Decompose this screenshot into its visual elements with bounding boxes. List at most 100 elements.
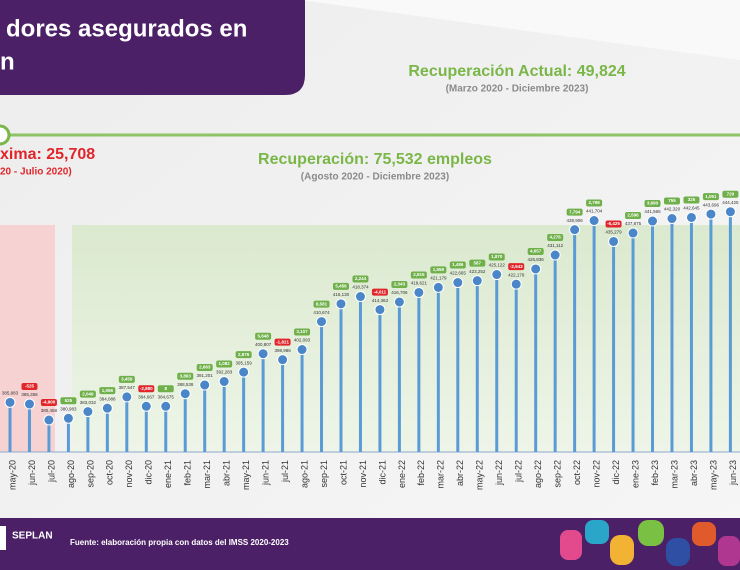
value-label: 400,807 <box>255 342 272 347</box>
x-tick-label: ago-21 <box>299 460 309 488</box>
value-label: 383,032 <box>80 400 97 405</box>
header-box <box>0 0 305 95</box>
value-label: 384,088 <box>99 396 116 401</box>
change-label: 2,798 <box>588 200 600 205</box>
value-label: 392,283 <box>216 370 233 375</box>
dot <box>666 213 678 225</box>
change-badge <box>177 372 194 380</box>
dot <box>277 354 289 366</box>
change-label: 3,863 <box>180 373 192 378</box>
x-tick-label: jul-20 <box>46 460 56 483</box>
x-tick-label: jul-21 <box>280 460 290 483</box>
value-label: 385,358 <box>21 392 38 397</box>
value-label: 423,252 <box>469 269 486 274</box>
value-label: 380,983 <box>60 406 77 411</box>
dot <box>238 366 250 378</box>
value-label: 385,883 <box>2 391 19 396</box>
change-label: 1,486 <box>452 262 464 267</box>
dot <box>316 316 328 328</box>
x-tick-label: ene-21 <box>163 460 173 488</box>
change-label: 325 <box>688 197 696 202</box>
value-label: 416,130 <box>333 292 350 297</box>
change-badge <box>332 282 349 290</box>
dot <box>257 348 269 360</box>
dot <box>354 291 366 303</box>
value-label: 410,674 <box>313 310 330 315</box>
annotation-sub: (Agosto 2020 - Diciembre 2023) <box>301 172 449 183</box>
value-label: 438,906 <box>566 218 583 223</box>
dot <box>374 304 386 316</box>
change-badge <box>605 220 622 228</box>
x-tick-label: ene-22 <box>397 460 407 488</box>
change-label: 8,581 <box>316 301 328 306</box>
change-badge <box>702 193 719 201</box>
value-label: 419,621 <box>411 281 428 286</box>
dot <box>432 281 444 293</box>
x-tick-label: mar-23 <box>669 460 679 489</box>
dot <box>296 344 308 356</box>
change-label: -525 <box>25 384 35 389</box>
x-tick-label: oct-22 <box>572 460 582 485</box>
dot <box>62 412 74 424</box>
annotation: Recuperación: 75,532 empleos <box>258 151 492 168</box>
change-label: -1,821 <box>276 339 289 344</box>
logo-mark <box>0 526 6 550</box>
value-label: 384,667 <box>138 394 155 399</box>
dot <box>685 211 697 223</box>
value-label: 422,665 <box>450 271 467 276</box>
value-label: 431,112 <box>547 243 563 248</box>
annotation: xima: 25,708 <box>0 146 95 163</box>
value-label: 384,675 <box>158 394 175 399</box>
x-tick-label: nov-21 <box>358 460 368 488</box>
x-tick-label: sep-22 <box>553 460 563 488</box>
change-label: 2,343 <box>394 282 406 287</box>
dot <box>471 275 483 287</box>
value-label: 435,279 <box>605 230 622 235</box>
change-badge <box>410 271 427 279</box>
x-tick-label: may-22 <box>475 460 485 490</box>
change-label: 3,107 <box>296 329 308 334</box>
value-label: 425,122 <box>489 263 506 268</box>
title: n <box>0 48 15 75</box>
dot <box>413 286 425 298</box>
x-tick-label: oct-21 <box>338 460 348 485</box>
change-badge <box>547 234 564 242</box>
change-badge <box>274 338 291 346</box>
dot <box>549 249 561 261</box>
dot <box>43 414 55 426</box>
change-badge <box>196 364 213 372</box>
x-tick-label: dic-20 <box>144 460 154 485</box>
change-badge <box>722 190 739 198</box>
change-label: 4,657 <box>530 249 542 254</box>
value-label: 402,093 <box>294 338 311 343</box>
value-label: 437,875 <box>625 221 642 226</box>
x-tick-label: mar-22 <box>436 460 446 489</box>
value-label: 441,565 <box>644 209 661 214</box>
x-tick-label: jul-22 <box>514 460 524 483</box>
change-label: 1,051 <box>705 194 717 199</box>
change-label: 3,690 <box>647 201 659 206</box>
dot <box>393 296 405 308</box>
change-label: 525 <box>65 398 73 403</box>
annotation-sub: (Marzo 2020 - Diciembre 2023) <box>446 84 589 95</box>
change-badge <box>644 200 661 208</box>
annotation-sub: 20 - Julio 2020) <box>0 167 72 178</box>
dot <box>140 400 152 412</box>
dot <box>627 227 639 239</box>
change-badge <box>488 253 505 261</box>
change-label: 5,456 <box>335 284 347 289</box>
source: Fuente: elaboración propia con datos del… <box>70 538 289 547</box>
value-label: 391,201 <box>197 373 214 378</box>
x-tick-label: abr-21 <box>222 460 232 486</box>
x-tick-label: dic-22 <box>611 460 621 485</box>
dot <box>510 278 522 290</box>
dot <box>724 206 736 218</box>
x-tick-label: jun-20 <box>27 460 37 486</box>
x-tick-label: mar-21 <box>202 460 212 489</box>
change-label: 2,244 <box>355 276 367 281</box>
change-label: 729 <box>727 191 735 196</box>
change-label: 755 <box>668 198 676 203</box>
x-tick-label: feb-23 <box>650 460 660 486</box>
change-badge <box>352 275 369 283</box>
